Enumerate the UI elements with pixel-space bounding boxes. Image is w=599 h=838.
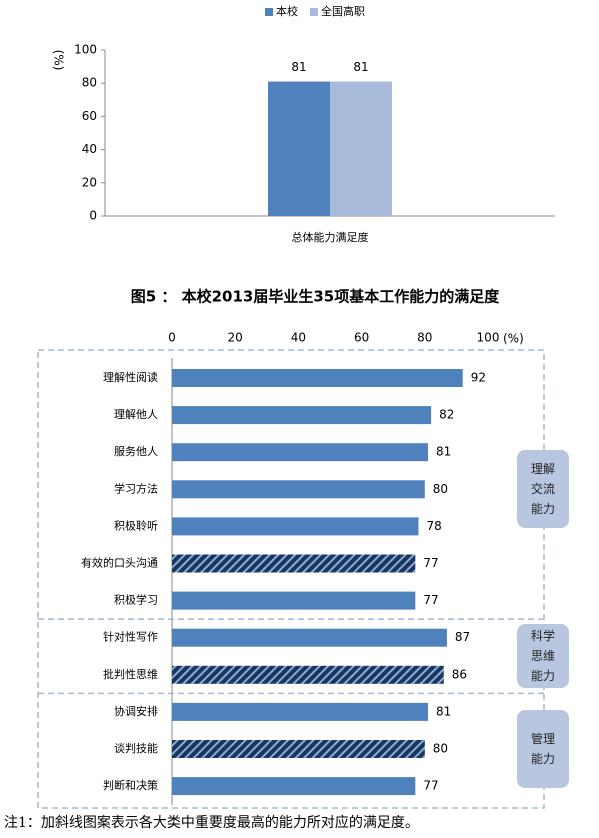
group-label: 科学思维能力 <box>517 624 569 689</box>
value-label: 81 <box>353 60 368 74</box>
legend-label: 本校 <box>276 4 298 18</box>
value-label: 77 <box>423 556 438 570</box>
bar <box>172 517 419 536</box>
value-label: 80 <box>433 742 448 756</box>
y-tick-label: 60 <box>82 109 97 123</box>
value-label: 82 <box>439 408 454 422</box>
value-label: 81 <box>436 704 451 718</box>
bar <box>172 406 432 425</box>
category-label: 积极学习 <box>114 593 158 607</box>
category-label: 协调安排 <box>114 704 158 718</box>
x-tick-label: 总体能力满足度 <box>292 230 369 244</box>
value-label: 86 <box>452 667 467 681</box>
bar <box>172 777 416 796</box>
bar <box>172 369 463 387</box>
category-label: 服务他人 <box>114 445 158 458</box>
x-tick-label: 0 <box>168 331 176 345</box>
value-label: 77 <box>423 593 438 607</box>
x-tick-label: 60 <box>354 331 369 345</box>
y-tick-label: 100 <box>74 43 97 57</box>
legend-swatch <box>265 8 273 16</box>
value-label: 81 <box>291 60 306 74</box>
category-label: 理解他人 <box>114 407 158 421</box>
category-label: 理解性阅读 <box>103 370 158 384</box>
x-tick-label: 100 <box>477 331 500 345</box>
category-label: 谈判技能 <box>114 741 158 755</box>
value-label: 80 <box>433 482 448 496</box>
legend-label: 全国高职 <box>321 4 365 18</box>
bar <box>172 740 425 758</box>
group-label: 管理能力 <box>517 710 569 788</box>
bar <box>172 628 447 647</box>
x-tick-label: 40 <box>291 331 306 345</box>
bar <box>330 81 392 216</box>
x-tick-label: 20 <box>228 331 243 345</box>
value-label: 81 <box>436 445 451 459</box>
y-axis-label: (%) <box>52 50 66 71</box>
legend-swatch <box>310 8 318 16</box>
category-label: 学习方法 <box>114 481 158 495</box>
bar <box>172 554 416 573</box>
group-frame <box>37 349 545 809</box>
category-label: 有效的口头沟通 <box>81 556 158 570</box>
y-tick-label: 20 <box>82 175 97 189</box>
bar <box>268 81 330 216</box>
value-label: 77 <box>423 779 438 793</box>
value-label: 78 <box>426 519 441 533</box>
value-label: 87 <box>455 630 470 644</box>
category-label: 积极聆听 <box>114 518 158 532</box>
x-unit: (%) <box>503 332 524 346</box>
note: 注1：加斜线图案表示各大类中重要度最高的能力所对应的满足度。 <box>4 814 419 831</box>
group-label: 理解交流能力 <box>517 450 569 529</box>
y-tick-label: 0 <box>89 209 97 223</box>
category-label: 判断和决策 <box>103 778 158 792</box>
bar <box>172 591 416 610</box>
bar <box>172 702 428 721</box>
bar <box>172 480 425 499</box>
y-tick-label: 40 <box>82 142 97 156</box>
category-label: 批判性思维 <box>103 667 158 681</box>
bar <box>172 443 428 462</box>
bar <box>172 665 444 684</box>
category-label: 针对性写作 <box>103 630 158 644</box>
y-tick-label: 80 <box>82 76 97 90</box>
value-label: 92 <box>471 371 486 385</box>
x-tick-label: 80 <box>417 331 432 345</box>
figure-caption: 图5 ： 本校2013届毕业生35项基本工作能力的满足度 <box>131 288 501 306</box>
